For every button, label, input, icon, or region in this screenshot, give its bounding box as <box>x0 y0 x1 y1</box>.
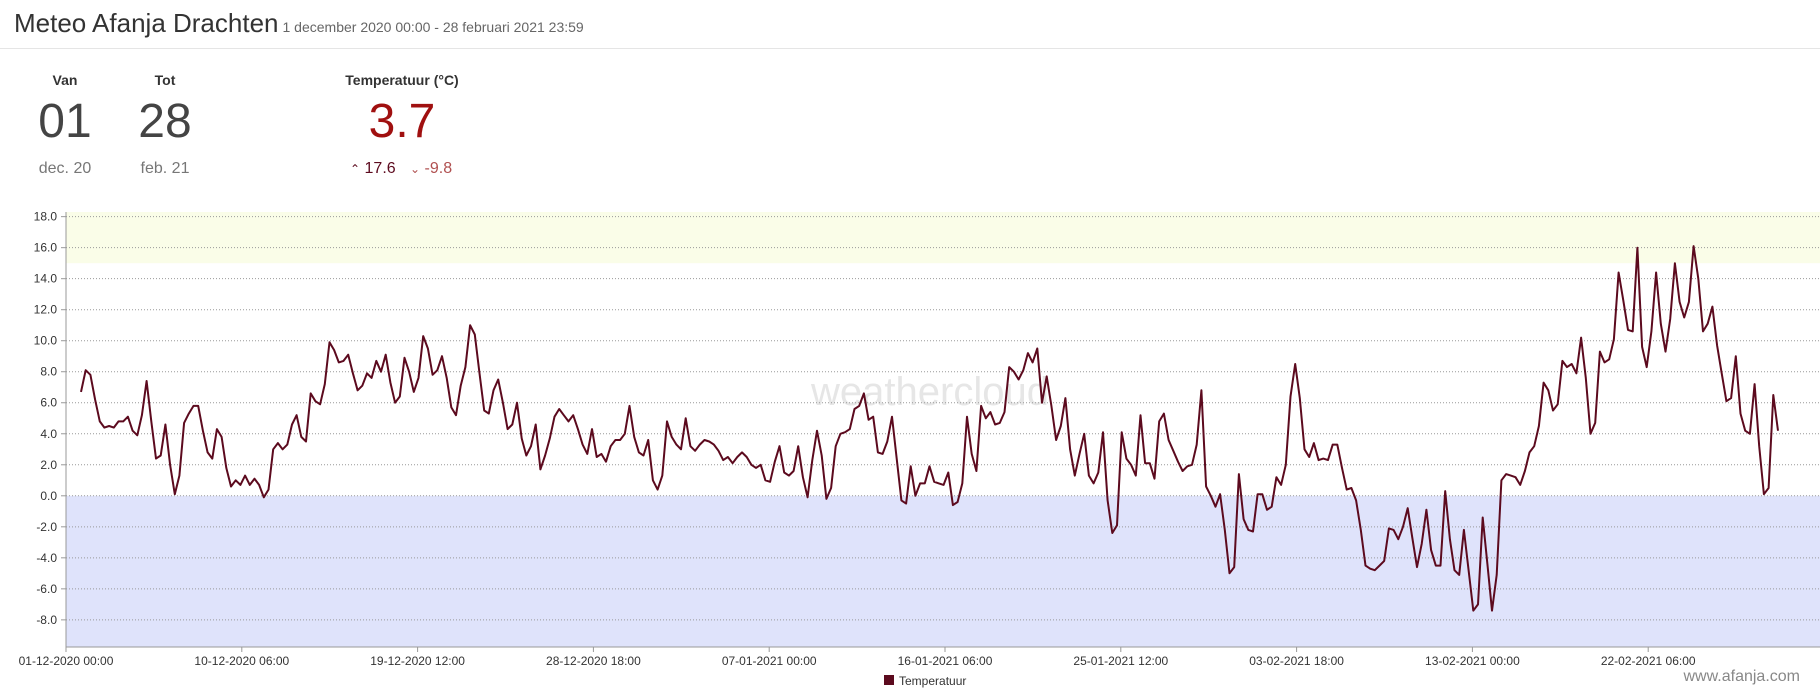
y-tick-label: 0.0 <box>40 489 57 503</box>
temperature-line <box>80 245 1779 612</box>
y-tick-label: 16.0 <box>34 241 58 255</box>
to-month: feb. 21 <box>140 160 190 177</box>
subtitle: 1 december 2020 00:00 - 28 februari 2021… <box>282 19 584 35</box>
title: Meteo Afanja Drachten <box>14 8 279 38</box>
y-tick-label: -2.0 <box>36 520 57 534</box>
y-tick-label: -8.0 <box>36 613 57 627</box>
y-tick-label: 18.0 <box>34 210 58 224</box>
temp-min: ⌄ -9.8 <box>410 160 452 178</box>
to-day: 28 <box>138 95 192 148</box>
y-tick-label: 8.0 <box>40 365 57 379</box>
legend-label: Temperatuur <box>899 674 966 688</box>
x-tick-label: 25-01-2021 12:00 <box>1073 654 1168 668</box>
y-tick-label: -4.0 <box>36 551 57 565</box>
x-tick-label: 22-02-2021 06:00 <box>1601 654 1696 668</box>
legend-swatch <box>884 675 894 685</box>
from-day: 01 <box>38 95 92 148</box>
x-tick-label: 16-01-2021 06:00 <box>898 654 993 668</box>
temp-max: ⌃ 17.6 <box>350 160 396 178</box>
y-tick-label: 6.0 <box>40 396 57 410</box>
from-month: dec. 20 <box>38 160 92 177</box>
temp-max-value: 17.6 <box>364 160 396 177</box>
y-tick-label: 2.0 <box>40 458 57 472</box>
x-tick-label: 07-01-2021 00:00 <box>722 654 817 668</box>
x-tick-label: 19-12-2020 12:00 <box>370 654 465 668</box>
y-tick-label: 4.0 <box>40 427 57 441</box>
divider <box>0 48 1820 49</box>
plot-band <box>66 212 1820 264</box>
to-label: Tot <box>154 72 176 88</box>
plot-band <box>66 495 1820 647</box>
y-tick-label: 12.0 <box>34 303 58 317</box>
x-tick-label: 10-12-2020 06:00 <box>194 654 289 668</box>
y-tick-label: -6.0 <box>36 582 57 596</box>
watermark: weathercloud <box>810 370 1049 414</box>
x-tick-label: 28-12-2020 18:00 <box>546 654 641 668</box>
site-watermark: www.afanja.com <box>1683 668 1801 685</box>
temp-label: Temperatuur (°C) <box>345 72 459 88</box>
x-tick-label: 03-02-2021 18:00 <box>1249 654 1344 668</box>
y-tick-label: 10.0 <box>34 334 58 348</box>
y-tick-label: 14.0 <box>34 272 58 286</box>
header: Meteo Afanja Drachten 1 december 2020 00:… <box>14 8 584 39</box>
x-tick-label: 01-12-2020 00:00 <box>19 654 114 668</box>
from-label: Van <box>52 72 78 88</box>
down-icon: ⌄ <box>410 162 421 176</box>
temp-min-value: -9.8 <box>424 160 453 177</box>
temp-average: 3.7 <box>368 95 436 148</box>
x-tick-label: 13-02-2021 00:00 <box>1425 654 1520 668</box>
up-icon: ⌃ <box>350 162 361 176</box>
